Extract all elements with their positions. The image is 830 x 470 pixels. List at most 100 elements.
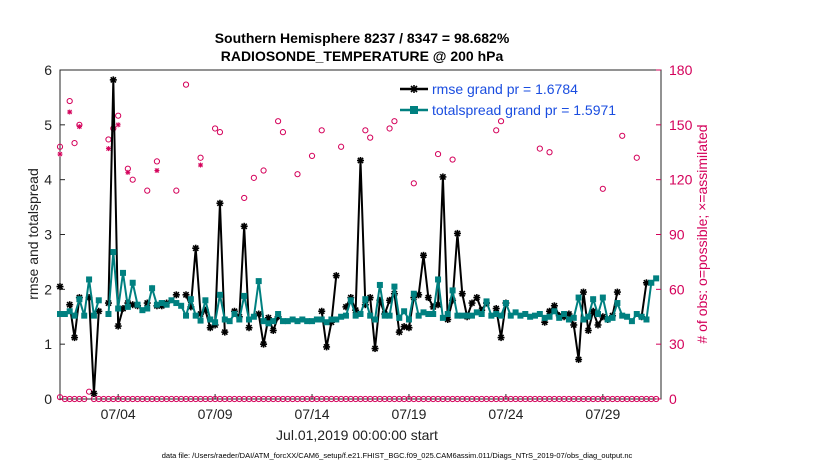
totalspread-point [498, 312, 505, 319]
rmse-point [192, 244, 200, 252]
totalspread-point [425, 311, 432, 318]
totalspread-point [95, 297, 102, 304]
rmse-point [264, 314, 272, 322]
obs-possible-marker [619, 132, 626, 139]
y-tick-label: 6 [44, 62, 52, 78]
totalspread-point [338, 313, 345, 320]
rmse-point [71, 334, 79, 342]
x-tick-label: 07/09 [198, 406, 233, 422]
obs-possible-marker [66, 97, 73, 105]
totalspread-point [212, 319, 219, 326]
totalspread-point [512, 309, 519, 316]
y-axis-right-label: # of obs: o=possible; ×=assimilated [694, 124, 710, 343]
rmse-point [415, 291, 423, 299]
totalspread-point [309, 318, 316, 325]
totalspread-point [231, 311, 238, 318]
totalspread-point [604, 316, 611, 323]
x-tick-label: 07/29 [585, 406, 620, 422]
totalspread-point [61, 311, 68, 318]
obs-low-marker [653, 395, 660, 403]
rmse-point [546, 307, 554, 315]
totalspread-point [105, 311, 112, 318]
y-right-tick-label: 90 [669, 227, 685, 243]
y-tick-label: 4 [44, 172, 52, 188]
plot-area [59, 69, 662, 400]
rmse-point [269, 326, 277, 334]
totalspread-point [367, 312, 374, 319]
legend: rmse grand pr = 1.6784 totalspread grand… [400, 81, 616, 118]
totalspread-point [115, 305, 122, 312]
totalspread-point [192, 312, 199, 319]
totalspread-point [599, 294, 606, 301]
totalspread-point [415, 312, 422, 319]
totalspread-point [517, 312, 524, 319]
rmse-point [182, 291, 190, 299]
obs-assimilated-marker [76, 124, 82, 130]
rmse-point [332, 272, 340, 280]
rmse-point [570, 321, 578, 329]
totalspread-point [71, 312, 78, 319]
obs-possible-marker [546, 149, 553, 156]
totalspread-point [609, 314, 616, 321]
obs-possible-marker [173, 187, 180, 194]
rmse-point [642, 279, 650, 287]
totalspread-point [628, 318, 635, 325]
totalspread-point [561, 311, 568, 318]
totalspread-point [90, 312, 97, 319]
totalspread-point [241, 292, 248, 299]
rmse-point [114, 322, 122, 330]
legend-label-rmse: rmse grand pr = 1.6784 [432, 81, 578, 97]
totalspread-point [502, 300, 509, 307]
totalspread-point [386, 312, 393, 319]
x-axis: 07/04 07/09 07/14 07/19 07/24 07/29 [101, 394, 621, 422]
totalspread-point [81, 312, 88, 319]
totalspread-point [255, 278, 262, 285]
totalspread-point [435, 276, 442, 283]
totalspread-point [527, 313, 534, 320]
totalspread-point [522, 311, 529, 318]
totalspread-point [459, 312, 466, 319]
rmse-point [497, 334, 505, 342]
totalspread-point [139, 307, 146, 314]
legend-marker-totalspread [410, 106, 418, 114]
rmse-point [172, 291, 180, 299]
obs-possible-marker [197, 154, 204, 161]
totalspread-point [270, 318, 277, 325]
totalspread-point [250, 313, 257, 320]
x-tick-label: 07/19 [391, 406, 426, 422]
totalspread-point [216, 291, 223, 298]
chart-subtitle: RADIOSONDE_TEMPERATURE @ 200 hPa [221, 48, 504, 64]
obs-count-markers [56, 81, 660, 403]
rmse-point [216, 199, 224, 207]
y-axis-left: 0 1 2 3 4 5 6 [44, 62, 65, 407]
totalspread-point [149, 285, 156, 292]
y-axis-right: 0 30 60 90 120 150 180 [656, 62, 693, 407]
obs-possible-marker [71, 140, 78, 147]
obs-low-marker [81, 395, 88, 403]
totalspread-point [488, 312, 495, 319]
obs-possible-marker [599, 185, 606, 192]
totalspread-point [158, 300, 165, 307]
totalspread-point [376, 281, 383, 288]
legend-label-totalspread: totalspread grand pr = 1.5971 [432, 102, 616, 118]
totalspread-point [333, 316, 340, 323]
x-tick-label: 07/04 [101, 406, 136, 422]
obs-possible-marker [410, 180, 417, 187]
totalspread-point [430, 311, 437, 318]
obs-possible-marker [493, 127, 500, 134]
totalspread-point [275, 311, 282, 318]
rmse-point [575, 356, 583, 364]
totalspread-point [643, 316, 650, 323]
totalspread-point [304, 318, 311, 325]
y-right-tick-label: 180 [669, 62, 693, 78]
totalspread-point [449, 287, 456, 294]
totalspread-point [207, 316, 214, 323]
totalspread-point [410, 290, 417, 297]
y-right-tick-label: 30 [669, 336, 685, 352]
obs-possible-marker [449, 156, 456, 163]
rmse-point [221, 328, 229, 336]
obs-assimilated-marker [105, 146, 111, 152]
chart-title: Southern Hemisphere 8237 / 8347 = 98.682… [215, 30, 510, 46]
rmse-point [492, 305, 500, 313]
totalspread-point [260, 318, 267, 325]
